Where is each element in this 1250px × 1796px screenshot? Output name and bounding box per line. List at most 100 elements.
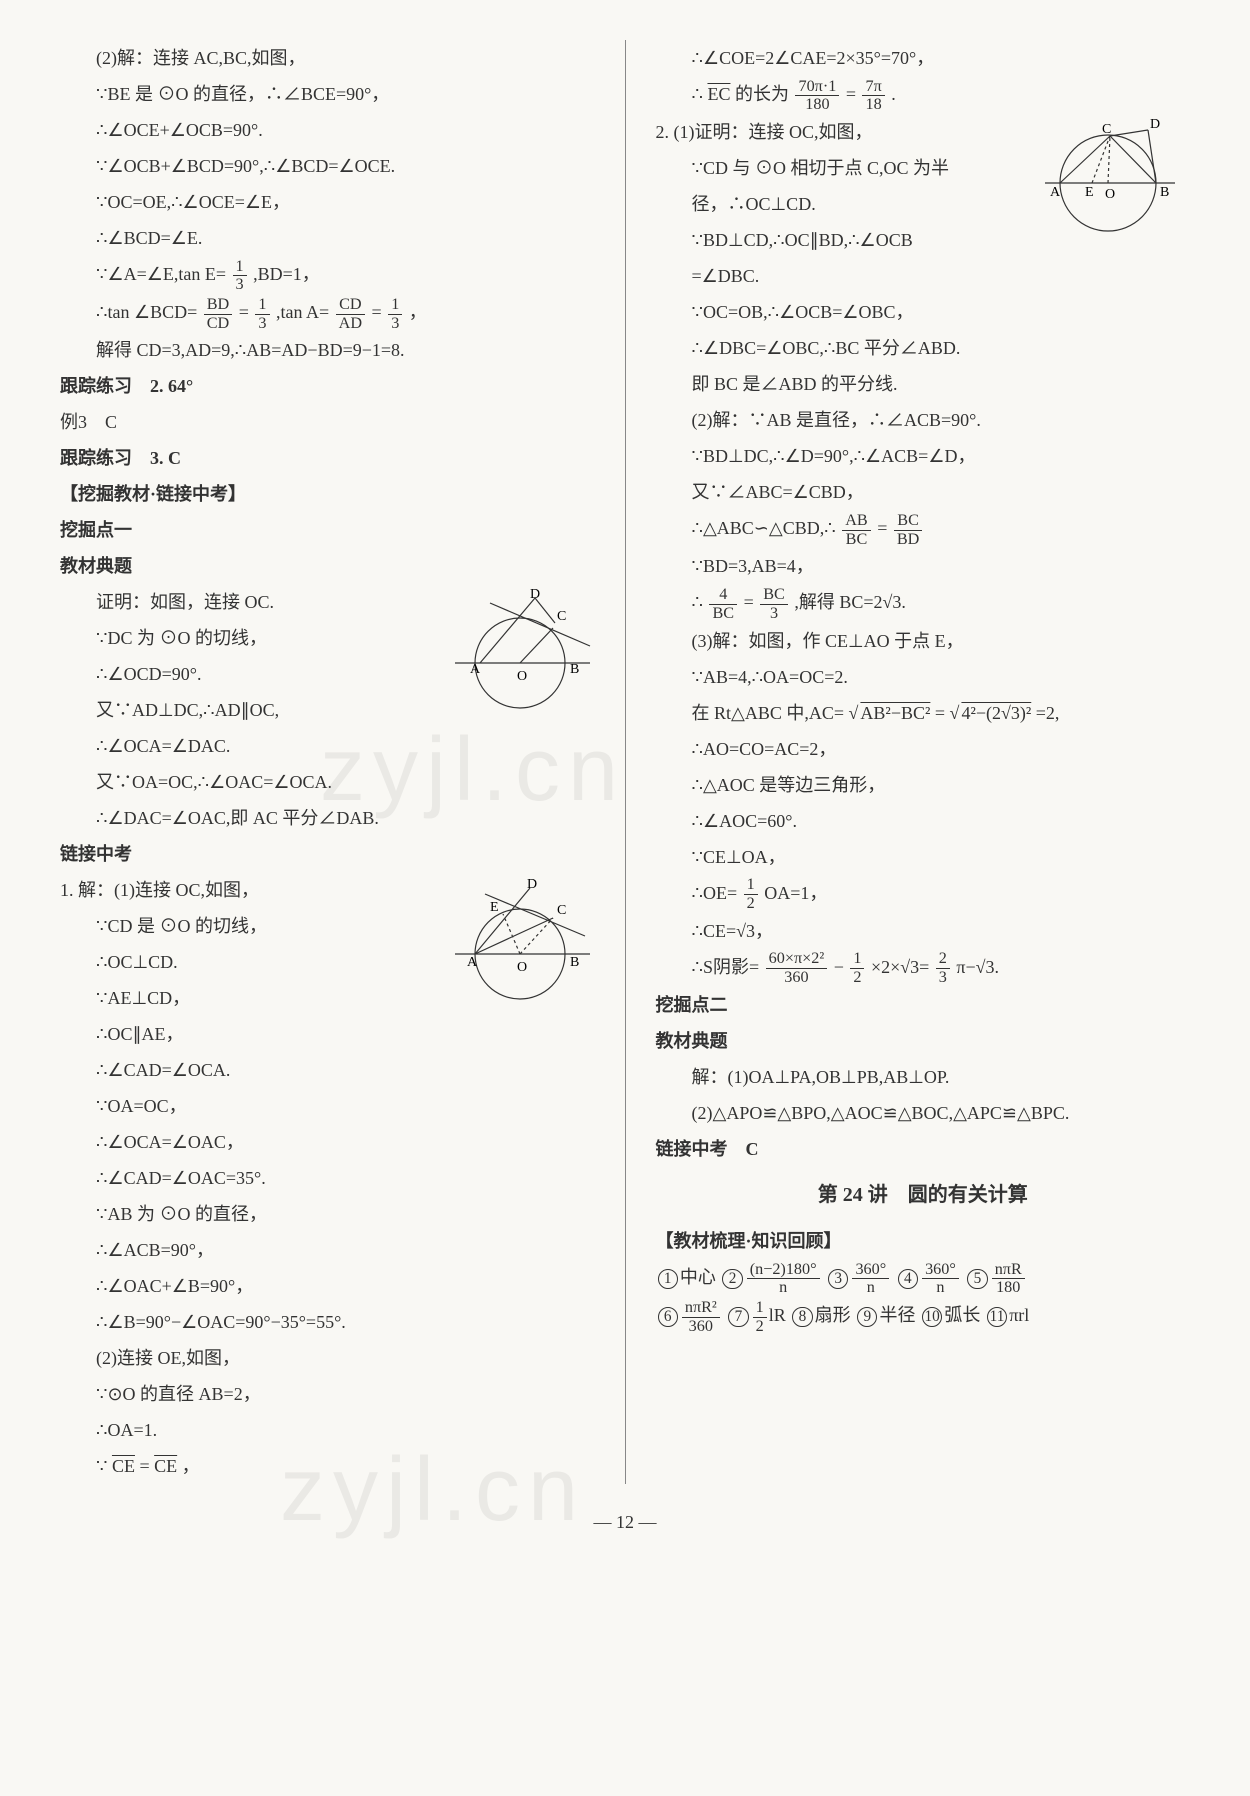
text-line: ∴∠DAC=∠OAC,即 AC 平分∠DAB. — [60, 800, 595, 836]
svg-text:O: O — [517, 669, 527, 684]
fraction: 360°n — [922, 1261, 959, 1298]
text: = — [744, 592, 754, 612]
circled-num: 10 — [922, 1307, 942, 1327]
text-line: ∵BE 是 ⊙O 的直径，∴∠BCE=90°， — [60, 76, 595, 112]
text-line: ∵CE⊥OA， — [656, 839, 1191, 875]
text-line: (2)解：∵AB 是直径，∴∠ACB=90°. — [656, 402, 1191, 438]
textbook-label: 教材典题 — [656, 1023, 1191, 1059]
circled-num: 4 — [898, 1269, 918, 1289]
text: = — [846, 84, 856, 104]
text: . — [891, 84, 896, 104]
circled-num: 7 — [728, 1307, 748, 1327]
circled-num: 2 — [722, 1269, 742, 1289]
dig-point: 挖掘点一 — [60, 512, 595, 548]
text: ， — [182, 1456, 200, 1476]
text-line: =∠DBC. — [656, 258, 1191, 294]
svg-text:A: A — [1050, 185, 1061, 200]
text-line: ∴AO=CO=AC=2， — [656, 731, 1191, 767]
item: 中心 — [680, 1267, 716, 1287]
text-line: ∴∠COE=2∠CAE=2×35°=70°， — [656, 40, 1191, 76]
text: ,tan A= — [276, 302, 329, 322]
text-line: ∵BD⊥DC,∴∠D=90°,∴∠ACB=∠D， — [656, 438, 1191, 474]
text: ∴ — [692, 592, 703, 612]
fraction: nπR²360 — [682, 1299, 720, 1336]
circled-num: 6 — [658, 1307, 678, 1327]
sqrt: 4²−(2√3)² — [959, 703, 1031, 723]
text: ∴△ABC∽△CBD,∴ — [692, 518, 836, 538]
fraction: 13 — [388, 296, 402, 333]
track-practice: 跟踪练习 3. C — [60, 440, 595, 476]
text: OA=1， — [764, 883, 827, 903]
fraction: 23 — [936, 950, 950, 987]
math-line: ∴ 4BC = BC3 ,解得 BC=2√3. — [656, 584, 1191, 622]
item: πrl — [1009, 1305, 1029, 1325]
fraction: 4BC — [709, 586, 737, 623]
fraction: 360°n — [852, 1261, 889, 1298]
fraction: 70π·1180 — [795, 78, 839, 115]
text: = — [139, 1456, 149, 1476]
text-line: ∴∠OAC+∠B=90°， — [60, 1268, 595, 1304]
page-content: (2)解：连接 AC,BC,如图， ∵BE 是 ⊙O 的直径，∴∠BCE=90°… — [60, 40, 1190, 1484]
text-line: ∴∠OCE+∠OCB=90°. — [60, 112, 595, 148]
math-line: ∴tan ∠BCD= BDCD = 13 ,tan A= CDAD = 13 ， — [60, 294, 595, 332]
fraction: 13 — [255, 296, 269, 333]
text-line: ∵OC=OB,∴∠OCB=∠OBC， — [656, 294, 1191, 330]
fraction: BCBD — [894, 512, 923, 549]
circled-num: 3 — [828, 1269, 848, 1289]
fraction: BC3 — [760, 586, 788, 623]
sqrt-icon — [950, 703, 960, 723]
fraction: 12 — [850, 950, 864, 987]
circled-num: 5 — [967, 1269, 987, 1289]
text-line: 又∵OA=OC,∴∠OAC=∠OCA. — [60, 764, 595, 800]
fraction: 13 — [233, 258, 247, 295]
text-line: ∵OC=OE,∴∠OCE=∠E， — [60, 184, 595, 220]
text-line: ∵OA=OC， — [60, 1088, 595, 1124]
circled-num: 9 — [857, 1307, 877, 1327]
textbook-label: 教材典题 — [60, 548, 595, 584]
svg-text:O: O — [1105, 187, 1115, 202]
svg-text:E: E — [1085, 185, 1094, 200]
text-line: ∴△AOC 是等边三角形， — [656, 767, 1191, 803]
geometry-diagram-3: A B O C D E — [1030, 118, 1190, 238]
math-line: 在 Rt△ABC 中,AC= AB²−BC² = 4²−(2√3)² =2, — [656, 695, 1191, 731]
circled-num: 8 — [792, 1307, 812, 1327]
svg-text:B: B — [1160, 185, 1169, 200]
text-line: ∴CE=√3， — [656, 913, 1191, 949]
formula-list: 1中心 2(n−2)180°n 3360°n 4360°n 5nπR180 — [656, 1259, 1191, 1297]
arc: CE — [154, 1456, 177, 1476]
svg-text:D: D — [1150, 118, 1160, 132]
link-exam: 链接中考 — [60, 836, 595, 872]
text-line: ∴∠ACB=90°， — [60, 1232, 595, 1268]
svg-text:D: D — [530, 588, 540, 602]
text-line: ∵AB 为 ⊙O 的直径， — [60, 1196, 595, 1232]
text: = — [935, 703, 945, 723]
fraction: nπR180 — [992, 1261, 1025, 1298]
svg-text:C: C — [1102, 122, 1111, 137]
text: π−√3. — [956, 957, 999, 977]
text-line: ∴∠AOC=60°. — [656, 803, 1191, 839]
item: 弧长 — [944, 1305, 980, 1325]
text-line: ∴∠DBC=∠OBC,∴BC 平分∠ABD. — [656, 330, 1191, 366]
column-divider — [625, 40, 626, 1484]
text-line: ∵AB=4,∴OA=OC=2. — [656, 659, 1191, 695]
sqrt-icon — [849, 703, 859, 723]
text-line: (2)△APO≌△BPO,△AOC≌△BOC,△APC≌△BPC. — [656, 1095, 1191, 1131]
fraction: 12 — [753, 1299, 767, 1336]
left-column: (2)解：连接 AC,BC,如图， ∵BE 是 ⊙O 的直径，∴∠BCE=90°… — [60, 40, 595, 1484]
fraction: (n−2)180°n — [747, 1261, 820, 1298]
text-line: ∵BD=3,AB=4， — [656, 548, 1191, 584]
text-line: ∴∠CAD=∠OCA. — [60, 1052, 595, 1088]
sqrt: AB²−BC² — [858, 703, 930, 723]
track-practice: 跟踪练习 2. 64° — [60, 368, 595, 404]
text-line: ∴∠OCA=∠DAC. — [60, 728, 595, 764]
math-line: ∴S阴影= 60×π×2²360 − 12 ×2×√3= 23 π−√3. — [656, 949, 1191, 987]
text: ,BD=1， — [253, 264, 320, 284]
item: 半径 — [879, 1305, 915, 1325]
text-line: ∴∠BCD=∠E. — [60, 220, 595, 256]
geometry-diagram-2: A B O C D E — [435, 876, 595, 1011]
math-line: ∵ CE = CE ， — [60, 1448, 595, 1484]
text-line: (2)连接 OE,如图， — [60, 1340, 595, 1376]
text-line: ∴OC∥AE， — [60, 1016, 595, 1052]
svg-text:E: E — [490, 900, 499, 915]
text: − — [834, 957, 844, 977]
